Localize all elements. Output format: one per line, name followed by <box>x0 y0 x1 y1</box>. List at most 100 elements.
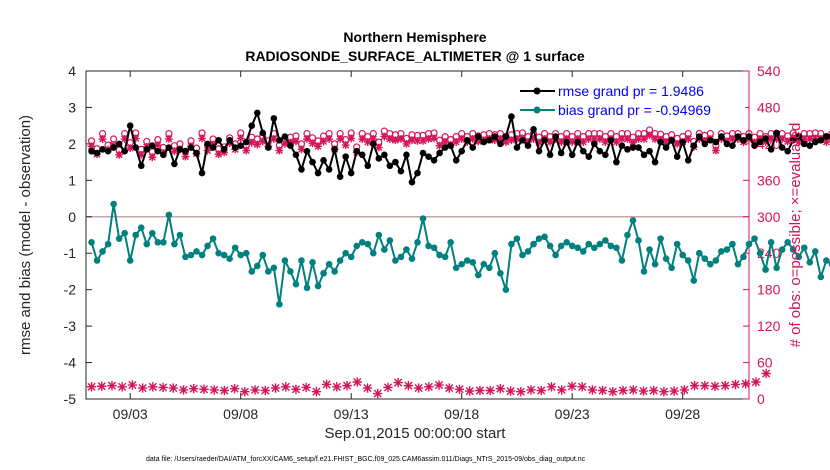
obs-evaluated-point <box>535 138 543 147</box>
rmse-point <box>237 142 244 150</box>
bottom-count-point <box>597 385 608 396</box>
legend-bias-label: bias grand pr = -0.94969 <box>558 102 711 118</box>
bias-point <box>718 248 725 255</box>
obs-evaluated-point <box>496 135 505 143</box>
obs-evaluated-point <box>269 135 278 143</box>
rmse-point <box>701 140 709 148</box>
bias-point <box>469 259 477 266</box>
obs-evaluated-point <box>568 138 577 146</box>
bias-point <box>701 255 709 262</box>
bias-point <box>381 246 388 253</box>
bias-point <box>729 240 736 248</box>
rmse-point <box>342 153 349 160</box>
bias-point <box>154 238 162 246</box>
bias-point <box>375 231 383 239</box>
x-axis-label: Sep.01,2015 00:00:00 start <box>325 425 507 442</box>
bias-point <box>441 253 449 261</box>
obs-evaluated-point <box>408 136 416 145</box>
rmse-point <box>276 136 283 144</box>
bias-point <box>298 257 305 264</box>
obs-evaluated-point <box>794 138 803 146</box>
obs-evaluated-point <box>148 153 157 162</box>
rmse-point <box>624 146 631 153</box>
bias-point <box>99 248 106 255</box>
obs-evaluated-point <box>761 138 770 146</box>
bottom-count-point <box>281 382 291 392</box>
bias-point <box>370 249 377 257</box>
bottom-count-point <box>730 379 741 390</box>
obs-evaluated-point <box>275 146 284 155</box>
y-axis-right-label: # of obs: o=possible; ×=evaluated <box>787 123 804 348</box>
bias-point <box>132 231 140 239</box>
bottom-count-point <box>516 387 526 397</box>
rmse-point <box>160 151 167 159</box>
bias-point <box>546 242 554 250</box>
x-tick-label: 09/13 <box>334 406 369 422</box>
x-tick-label: 09/23 <box>555 406 590 422</box>
bottom-count-point <box>761 368 771 379</box>
rmse-point <box>99 146 106 153</box>
obs-evaluated-point <box>242 146 251 155</box>
obs-evaluated-point <box>634 135 643 143</box>
bottom-count-point <box>301 382 311 393</box>
bias-line <box>90 203 830 305</box>
obs-evaluated-point <box>767 135 775 143</box>
obs-evaluated-point <box>601 138 610 146</box>
obs-evaluated-point <box>137 150 146 159</box>
bias-point <box>336 257 344 264</box>
bottom-count-point <box>689 380 700 391</box>
bias-point <box>182 253 189 261</box>
bias-point <box>392 257 399 264</box>
bias-point <box>325 260 333 268</box>
obs-evaluated-point <box>236 134 245 143</box>
rmse-point <box>684 156 692 164</box>
rmse-point <box>325 166 333 173</box>
bias-point <box>585 240 593 248</box>
rmse-point <box>585 153 593 160</box>
obs-evaluated-point <box>524 138 532 146</box>
bias-point <box>795 253 803 261</box>
bias-point <box>502 286 510 293</box>
rmse-point <box>408 178 416 186</box>
obs-evaluated-point <box>214 150 223 159</box>
bias-point <box>110 200 117 208</box>
obs-evaluated-point <box>728 135 737 143</box>
obs-evaluated-point <box>363 138 372 146</box>
obs-evaluated-point <box>783 137 792 146</box>
obs-evaluated-point <box>557 138 566 146</box>
rmse-point <box>690 142 698 150</box>
bias-point <box>226 255 233 262</box>
obs-evaluated-point <box>164 135 173 143</box>
rmse-point <box>220 146 228 153</box>
bias-point <box>579 248 587 255</box>
rmse-point <box>154 147 162 155</box>
bias-point <box>458 260 466 268</box>
rmse-point <box>502 133 510 140</box>
rmse-point <box>740 136 747 144</box>
rmse-point <box>314 169 322 177</box>
rmse-point <box>126 122 134 129</box>
bias-point <box>425 242 432 250</box>
chart-title: Northern Hemisphere <box>343 29 486 45</box>
rmse-point <box>132 144 140 151</box>
bias-point <box>684 257 692 264</box>
obs-possible-point <box>828 130 830 137</box>
bias-point <box>491 249 499 257</box>
bias-point <box>292 280 300 288</box>
bottom-count-point <box>649 385 659 396</box>
bias-point <box>397 253 405 261</box>
rmse-point <box>751 142 758 150</box>
bottom-count-point <box>189 383 199 394</box>
bottom-count-point <box>434 380 444 390</box>
y-right-tick-label: 540 <box>757 63 781 79</box>
bottom-count-point <box>465 386 475 396</box>
bias-point <box>331 268 338 275</box>
rmse-point <box>149 142 156 150</box>
bias-point <box>88 238 95 246</box>
rmse-point <box>712 138 720 146</box>
bias-point <box>535 235 543 242</box>
bias-point <box>607 242 615 250</box>
rmse-point <box>734 133 742 140</box>
obs-evaluated-point <box>198 134 206 143</box>
